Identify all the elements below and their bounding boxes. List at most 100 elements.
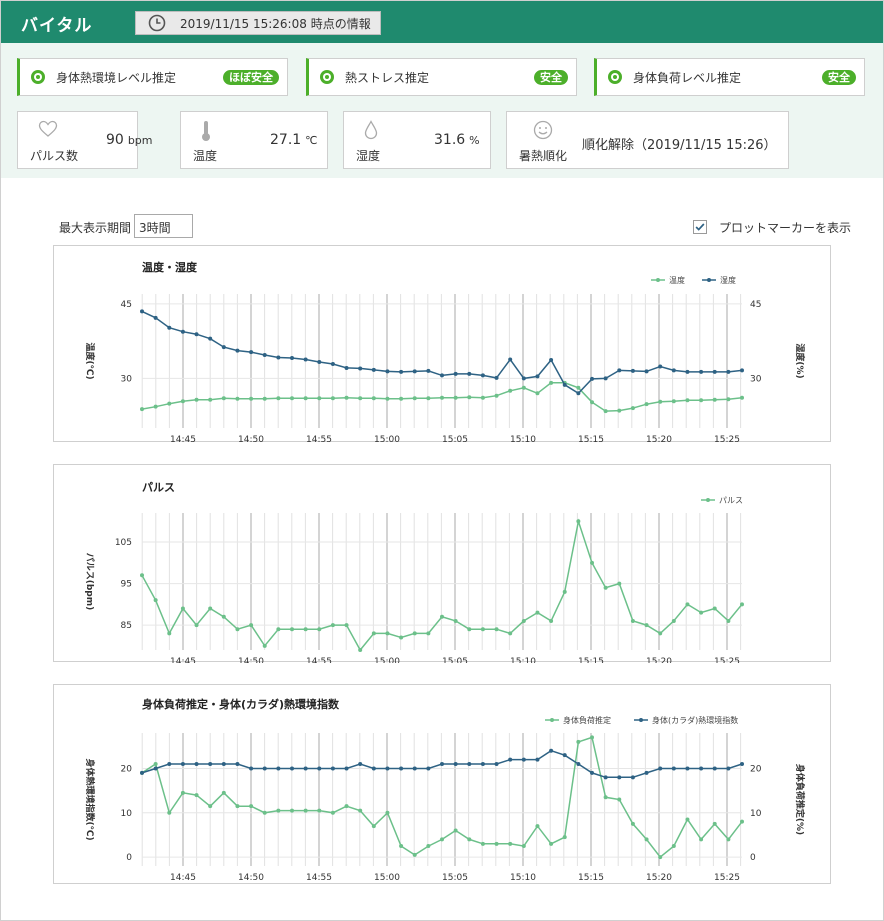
x-tick-label: 15:25 — [714, 657, 740, 663]
metric-acclimatization: 暑熱順化 順化解除（2019/11/15 15:26） — [506, 111, 789, 169]
series-line — [141, 518, 743, 652]
data-point — [194, 397, 199, 402]
data-point — [726, 766, 731, 771]
x-tick-label: 14:45 — [170, 435, 196, 443]
data-point — [194, 793, 199, 798]
data-point — [562, 589, 567, 594]
data-point — [576, 391, 581, 396]
data-point — [453, 762, 458, 767]
data-point — [317, 359, 322, 364]
data-point — [603, 409, 608, 414]
data-point — [412, 852, 417, 857]
y-tick-label: 0 — [126, 853, 132, 863]
data-point — [508, 841, 513, 846]
data-point — [630, 368, 635, 373]
data-point — [576, 385, 581, 390]
data-point — [262, 810, 267, 815]
data-point — [480, 762, 485, 767]
data-point — [180, 606, 185, 611]
x-tick-label: 15:20 — [646, 657, 672, 663]
data-point — [344, 365, 349, 370]
data-point — [644, 770, 649, 775]
chart-title: 身体負荷推定・身体(カラダ)熱環境指数 — [142, 697, 340, 711]
data-point — [699, 766, 704, 771]
data-point — [262, 353, 267, 358]
data-point — [344, 804, 349, 809]
x-tick-label: 15:10 — [510, 657, 536, 663]
data-point — [426, 368, 431, 373]
data-point — [590, 376, 594, 381]
data-point — [440, 395, 444, 400]
y-tick-label: 20 — [121, 764, 133, 774]
period-select[interactable]: 3時間 — [134, 214, 193, 238]
y-axis-label: パルス(bpm) — [84, 553, 96, 611]
y-axis-label: 温度(℃) — [84, 342, 96, 379]
data-point — [262, 643, 267, 648]
x-tick-label: 15:15 — [578, 657, 604, 663]
data-point — [330, 361, 335, 366]
data-point — [740, 819, 744, 824]
data-point — [590, 560, 594, 565]
data-point — [235, 762, 240, 767]
pulse-plot: 14:45 14:50 14:55 15:00 15:05 15:10 15:15 15:20… — [84, 481, 744, 663]
data-point — [630, 821, 635, 826]
data-point — [208, 804, 213, 809]
data-point — [344, 766, 349, 771]
data-point — [221, 790, 226, 795]
x-tick-label: 15:10 — [510, 435, 536, 443]
data-point — [153, 766, 158, 771]
data-point — [590, 770, 594, 775]
data-point — [317, 766, 322, 771]
data-point — [590, 400, 594, 405]
x-tick-label: 14:45 — [170, 873, 196, 883]
data-point — [467, 627, 472, 632]
data-point — [330, 396, 335, 401]
y-tick-label: 10 — [121, 809, 133, 819]
y-tick-label: 30 — [121, 374, 133, 384]
data-point — [535, 824, 540, 829]
data-point — [426, 844, 431, 849]
data-point — [262, 766, 267, 771]
data-point — [194, 332, 199, 337]
metric-label: パルス数 — [30, 149, 79, 163]
data-point — [317, 808, 322, 813]
x-tick-label: 15:00 — [374, 435, 400, 443]
data-point — [303, 766, 308, 771]
data-point — [358, 366, 363, 371]
data-point — [358, 648, 363, 652]
data-point — [467, 371, 472, 376]
data-point — [303, 627, 308, 632]
marker-checkbox[interactable] — [693, 220, 707, 234]
data-point — [535, 374, 540, 379]
legend-marker — [707, 278, 711, 282]
data-point — [644, 402, 649, 407]
metric-label: 温度 — [193, 149, 218, 163]
status-card-heat-stress: 熱ストレス推定 安全 — [306, 58, 577, 96]
data-point — [699, 398, 704, 403]
data-point — [576, 739, 581, 744]
data-point — [180, 329, 185, 334]
data-point — [167, 762, 172, 767]
header-bar: バイタル 2019/11/15 15:26:08 時点の情報 — [1, 1, 883, 43]
legend-marker — [550, 718, 554, 722]
data-point — [440, 614, 444, 619]
x-tick-label: 15:00 — [374, 657, 400, 663]
data-point — [535, 610, 540, 615]
y-axis-label-right: 身体負荷推定(%) — [794, 764, 806, 835]
data-point — [371, 367, 376, 372]
data-point — [658, 766, 663, 771]
legend-label: 身体負荷推定 — [563, 715, 611, 725]
marker-checkbox-label[interactable]: プロットマーカーを表示 — [719, 221, 852, 235]
data-point — [658, 364, 663, 369]
data-point — [712, 821, 717, 826]
data-point — [508, 757, 513, 762]
data-point — [412, 766, 417, 771]
data-point — [344, 623, 349, 628]
data-point — [644, 623, 649, 628]
chart-temp-humidity: 14:45 14:50 14:55 15:00 15:05 15:10 15:15 15:20… — [53, 245, 831, 443]
data-point — [726, 837, 731, 842]
data-point — [153, 598, 158, 603]
data-point — [480, 373, 485, 378]
data-point — [317, 627, 322, 632]
x-tick-label: 15:25 — [714, 873, 740, 883]
